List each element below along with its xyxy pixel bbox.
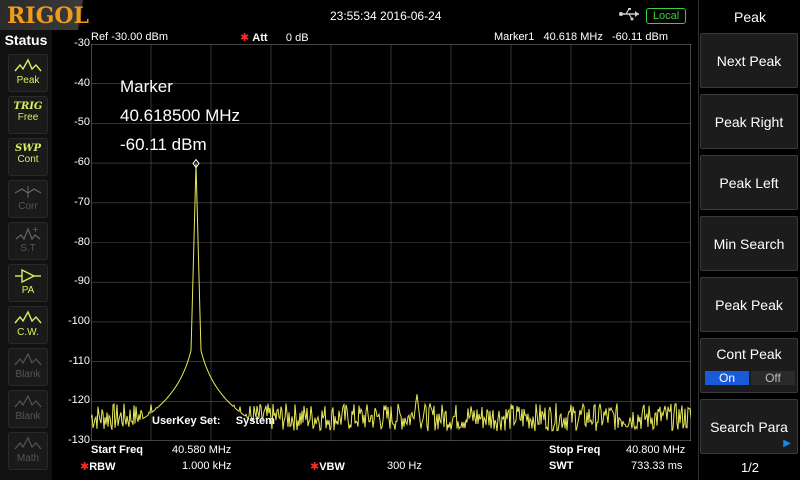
local-badge: Local bbox=[646, 8, 686, 24]
top-bar: RIGOL 23:55:34 2016-06-24 Local bbox=[0, 0, 698, 32]
brand-text: RIGOL bbox=[7, 3, 89, 29]
corr-icon bbox=[14, 186, 42, 198]
swt[interactable]: SWT bbox=[549, 460, 574, 472]
marker-info-freq: 40.618500 MHz bbox=[120, 106, 241, 125]
y-tick-label: -130 bbox=[67, 434, 90, 446]
math-icon bbox=[14, 436, 42, 450]
spectrum-graph[interactable] bbox=[91, 44, 691, 441]
y-tick-label: -120 bbox=[67, 394, 90, 407]
stop-freq[interactable]: Stop Freq bbox=[549, 444, 601, 456]
start-freq[interactable]: Start Freq bbox=[91, 444, 143, 456]
vbw-value: 300 Hz bbox=[387, 460, 422, 472]
usb-icon bbox=[619, 8, 639, 21]
toggle-off[interactable]: Off bbox=[751, 371, 795, 385]
min-search-button[interactable]: Min Search bbox=[700, 216, 798, 271]
y-tick-label: -40 bbox=[74, 76, 90, 89]
status-math[interactable]: Math bbox=[8, 432, 48, 470]
blank-icon bbox=[14, 394, 42, 408]
start-freq-value: 40.580 MHz bbox=[172, 444, 232, 456]
vbw[interactable]: ✱VBW bbox=[310, 461, 345, 473]
rbw[interactable]: ✱RBW bbox=[80, 461, 116, 473]
peak-icon bbox=[14, 58, 42, 72]
stop-freq-value: 40.800 MHz bbox=[626, 444, 686, 456]
y-tick-label: -50 bbox=[74, 116, 90, 129]
status-blank-1[interactable]: Blank bbox=[8, 348, 48, 386]
y-tick-label: -100 bbox=[67, 314, 90, 327]
submenu-arrow-icon: ▶ bbox=[783, 438, 791, 449]
marker-info-level: -60.11 dBm bbox=[120, 135, 207, 154]
softkey-menu-title: Peak bbox=[734, 9, 766, 25]
spectrum-trace bbox=[91, 163, 691, 432]
ref-level[interactable]: Ref -30.00 dBm bbox=[91, 31, 169, 43]
next-peak-button[interactable]: Next Peak bbox=[700, 33, 798, 88]
blank-icon bbox=[14, 352, 42, 366]
marker-info-title: Marker bbox=[120, 77, 173, 96]
status-st[interactable]: + S.T bbox=[8, 222, 48, 260]
rigol-logo: RIGOL bbox=[0, 0, 112, 30]
status-sweep[interactable]: SWP Cont bbox=[8, 138, 48, 176]
peak-left-button[interactable]: Peak Left bbox=[700, 155, 798, 210]
marker-info: Marker 40.618500 MHz -60.11 dBm bbox=[120, 72, 240, 159]
y-tick-label: -30 bbox=[74, 37, 90, 49]
datetime: 23:55:34 2016-06-24 bbox=[330, 9, 442, 23]
y-tick-label: -90 bbox=[74, 275, 90, 288]
auto-off-star: ✱ bbox=[240, 32, 250, 44]
peak-right-button[interactable]: Peak Right bbox=[700, 94, 798, 149]
swt-value: 733.33 ms bbox=[631, 460, 683, 472]
search-para-button[interactable]: Search Para ▶ bbox=[700, 399, 798, 454]
cont-peak-toggle[interactable]: On Off bbox=[705, 371, 795, 385]
status-peak[interactable]: Peak bbox=[8, 54, 48, 92]
status-trig[interactable]: TRIG Free bbox=[8, 96, 48, 134]
attenuation[interactable]: ✱ Att 0 dB bbox=[240, 32, 309, 44]
page-indicator: 1/2 bbox=[740, 460, 760, 475]
grid-lines bbox=[91, 44, 691, 441]
toggle-on[interactable]: On bbox=[705, 371, 749, 385]
status-blank-2[interactable]: Blank bbox=[8, 390, 48, 428]
status-pa[interactable]: PA bbox=[8, 264, 48, 302]
y-tick-label: -80 bbox=[74, 235, 90, 248]
softkey-menu: Peak Next Peak Peak Right Peak Left Min … bbox=[698, 0, 800, 480]
marker-readout: Marker1 40.618 MHz -60.11 dBm bbox=[494, 31, 669, 43]
status-corr[interactable]: Corr bbox=[8, 180, 48, 218]
peak-peak-button[interactable]: Peak Peak bbox=[700, 277, 798, 332]
userkey-set: UserKey Set: System bbox=[152, 415, 275, 427]
status-title: Status bbox=[4, 32, 48, 48]
pa-icon bbox=[15, 268, 41, 284]
cont-peak-button[interactable]: Cont Peak On Off bbox=[700, 338, 798, 393]
vbw-star: ✱ bbox=[310, 461, 320, 473]
st-icon: + bbox=[15, 225, 41, 241]
marker-point bbox=[192, 158, 200, 169]
status-cw[interactable]: C.W. bbox=[8, 306, 48, 344]
marker-diamond bbox=[192, 158, 200, 169]
y-tick-label: -110 bbox=[68, 354, 90, 367]
cw-icon bbox=[14, 310, 42, 324]
y-tick-label: -70 bbox=[74, 195, 90, 208]
rbw-star: ✱ bbox=[80, 461, 90, 473]
status-panel: Status Peak TRIG Free SWP Cont Corr + S.… bbox=[0, 30, 52, 480]
y-tick-label: -60 bbox=[74, 156, 90, 169]
rbw-value: 1.000 kHz bbox=[182, 460, 232, 472]
svg-text:+: + bbox=[32, 225, 39, 234]
